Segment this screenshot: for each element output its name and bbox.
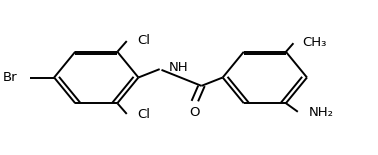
Text: Cl: Cl [137, 108, 150, 121]
Text: NH: NH [169, 61, 189, 74]
Text: CH₃: CH₃ [303, 36, 327, 49]
Text: O: O [190, 106, 200, 119]
Text: NH₂: NH₂ [309, 106, 334, 119]
Text: Cl: Cl [137, 34, 150, 47]
Text: Br: Br [3, 71, 17, 84]
